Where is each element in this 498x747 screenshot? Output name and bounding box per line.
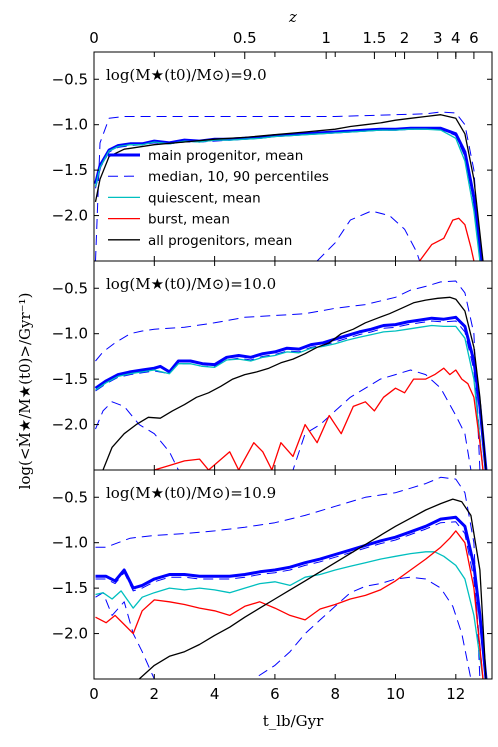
y-tick-label: −2.0 xyxy=(52,207,88,225)
series-burst-mean xyxy=(95,530,484,679)
y-tick-label: −1.0 xyxy=(52,534,88,552)
series-median xyxy=(95,521,484,679)
y-tick-label: −1.5 xyxy=(52,161,88,179)
top-tick-label: 6 xyxy=(469,29,479,47)
x-axis-label: t_lb/Gyr xyxy=(263,712,324,730)
top-tick-label: 2 xyxy=(400,29,410,47)
panel-title: log(M★(t0)/M⊙)=9.0 xyxy=(106,66,267,84)
top-axis-label: z xyxy=(288,8,297,26)
x-tick-label: 6 xyxy=(270,685,280,703)
y-tick-label: −1.0 xyxy=(52,116,88,134)
x-tick-label: 12 xyxy=(446,685,465,703)
top-tick-label: 0.5 xyxy=(233,29,257,47)
panel-series xyxy=(94,280,488,470)
panel-title: log(M★(t0)/M⊙)=10.0 xyxy=(106,275,276,293)
x-tick-label: 10 xyxy=(386,685,405,703)
legend-label: main progenitor, mean xyxy=(148,148,303,164)
panel-series xyxy=(94,111,484,261)
series-10th-percentile xyxy=(95,369,472,470)
series-burst-mean xyxy=(154,367,484,470)
y-tick-label: −1.5 xyxy=(52,579,88,597)
y-tick-label: −2.0 xyxy=(52,416,88,434)
y-tick-label: −0.5 xyxy=(52,488,88,506)
top-tick-label: 0 xyxy=(89,29,99,47)
series-90th-percentile xyxy=(95,280,481,470)
series-main-progenitor-mean xyxy=(94,315,488,470)
y-axis-label: log(<Ṁ★/M★(t0)>/Gyr⁻¹) xyxy=(16,293,34,490)
x-axis-ticks: 0 2 4 6 8 10 12 xyxy=(89,685,465,703)
top-tick-label: 4 xyxy=(451,29,461,47)
series-all-progenitors-mean xyxy=(138,498,487,679)
series-all-progenitors-mean xyxy=(94,114,484,261)
series-quiescent-mean xyxy=(95,324,484,470)
panel-series xyxy=(95,476,488,679)
series-10th-percentile xyxy=(316,210,421,261)
series-main-progenitor-mean xyxy=(95,515,488,679)
top-tick-label: 3 xyxy=(433,29,443,47)
series-10th-percentile xyxy=(95,576,472,679)
x-tick-label: 2 xyxy=(150,685,160,703)
x-tick-label: 8 xyxy=(330,685,340,703)
series-burst-mean xyxy=(419,217,475,261)
x-tick-label: 0 xyxy=(89,685,99,703)
legend-label: median, 10, 90 percentiles xyxy=(148,169,329,185)
legend-label: burst, mean xyxy=(148,212,230,228)
panel-mass-10-9: −2.0 −1.5 −1.0 −0.5 log(M★(t0)/M⊙)=10.9 xyxy=(52,469,493,680)
series-main-progenitor-mean xyxy=(94,126,483,261)
legend-label: all progenitors, mean xyxy=(148,233,292,249)
y-tick-label: −1.5 xyxy=(52,370,88,388)
series-90th-percentile xyxy=(95,111,481,261)
series-quiescent-mean xyxy=(94,128,481,261)
panel-mass-9-0: −2.0 −1.5 −1.0 −0.5 log(M★(t0)/M⊙)=9.0 xyxy=(52,51,493,262)
panel-frame xyxy=(93,469,493,680)
legend: main progenitor, mean median, 10, 90 perc… xyxy=(108,148,329,249)
legend-label: quiescent, mean xyxy=(148,190,261,206)
x-tick-label: 4 xyxy=(210,685,220,703)
series-all-progenitors-mean xyxy=(102,296,487,470)
y-tick-label: −2.0 xyxy=(52,625,88,643)
y-tick-label: −1.0 xyxy=(52,325,88,343)
panel-title: log(M★(t0)/M⊙)=10.9 xyxy=(106,484,276,502)
top-tick-label: 1.5 xyxy=(362,29,386,47)
y-tick-label: −0.5 xyxy=(52,279,88,297)
top-tick-label: 1 xyxy=(321,29,331,47)
y-tick-label: −0.5 xyxy=(52,70,88,88)
series-median xyxy=(95,320,484,470)
top-axis-ticks: 0 0.5 1 1.5 2 3 4 6 xyxy=(89,29,479,59)
panel-mass-10-0: −2.0 −1.5 −1.0 −0.5 log(M★(t0)/M⊙)=10.0 xyxy=(52,260,493,471)
series-90th-percentile xyxy=(95,476,481,679)
